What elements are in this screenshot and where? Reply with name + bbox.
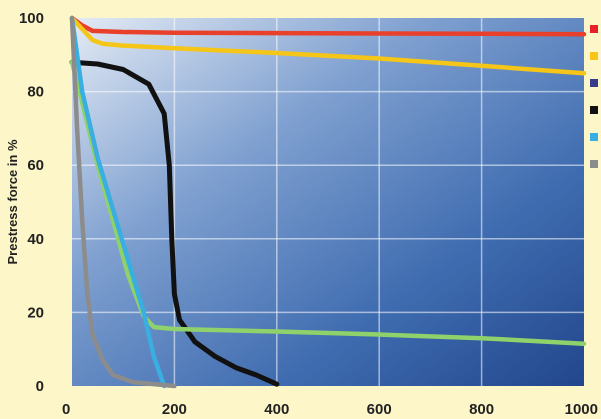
grid [72, 18, 584, 386]
y-tick-label: 80 [27, 84, 44, 101]
x-tick-label: 400 [264, 401, 289, 418]
plot-area [72, 18, 584, 386]
series-group [69, 15, 587, 389]
y-tick-label: 0 [36, 378, 44, 395]
series-line-6 [69, 15, 177, 389]
x-tick-label: 800 [469, 401, 494, 418]
x-tick-label: 1000 [565, 401, 598, 418]
legend-marker-3 [590, 79, 598, 87]
legend-marker-5 [590, 133, 598, 141]
series-line-2 [69, 15, 587, 76]
legend-marker-1 [590, 25, 598, 33]
series-line-3 [69, 59, 280, 387]
legend [590, 25, 598, 168]
x-tick-label: 200 [162, 401, 187, 418]
y-tick-label: 20 [27, 304, 44, 321]
x-tick-label: 0 [62, 401, 70, 418]
y-tick-label: 40 [27, 231, 44, 248]
x-tick-labels: 0 200 400 600 800 1000 [62, 401, 598, 418]
legend-marker-6 [590, 160, 598, 168]
y-axis-label: Prestress force in % [5, 139, 20, 264]
y-tick-labels: 0 20 40 60 80 100 [19, 10, 44, 395]
y-tick-label: 100 [19, 10, 44, 27]
legend-marker-2 [590, 52, 598, 60]
legend-marker-4 [590, 106, 598, 114]
x-tick-label: 600 [367, 401, 392, 418]
series-line-1 [69, 15, 587, 37]
y-tick-label: 60 [27, 157, 44, 174]
series-line-5 [69, 15, 167, 389]
